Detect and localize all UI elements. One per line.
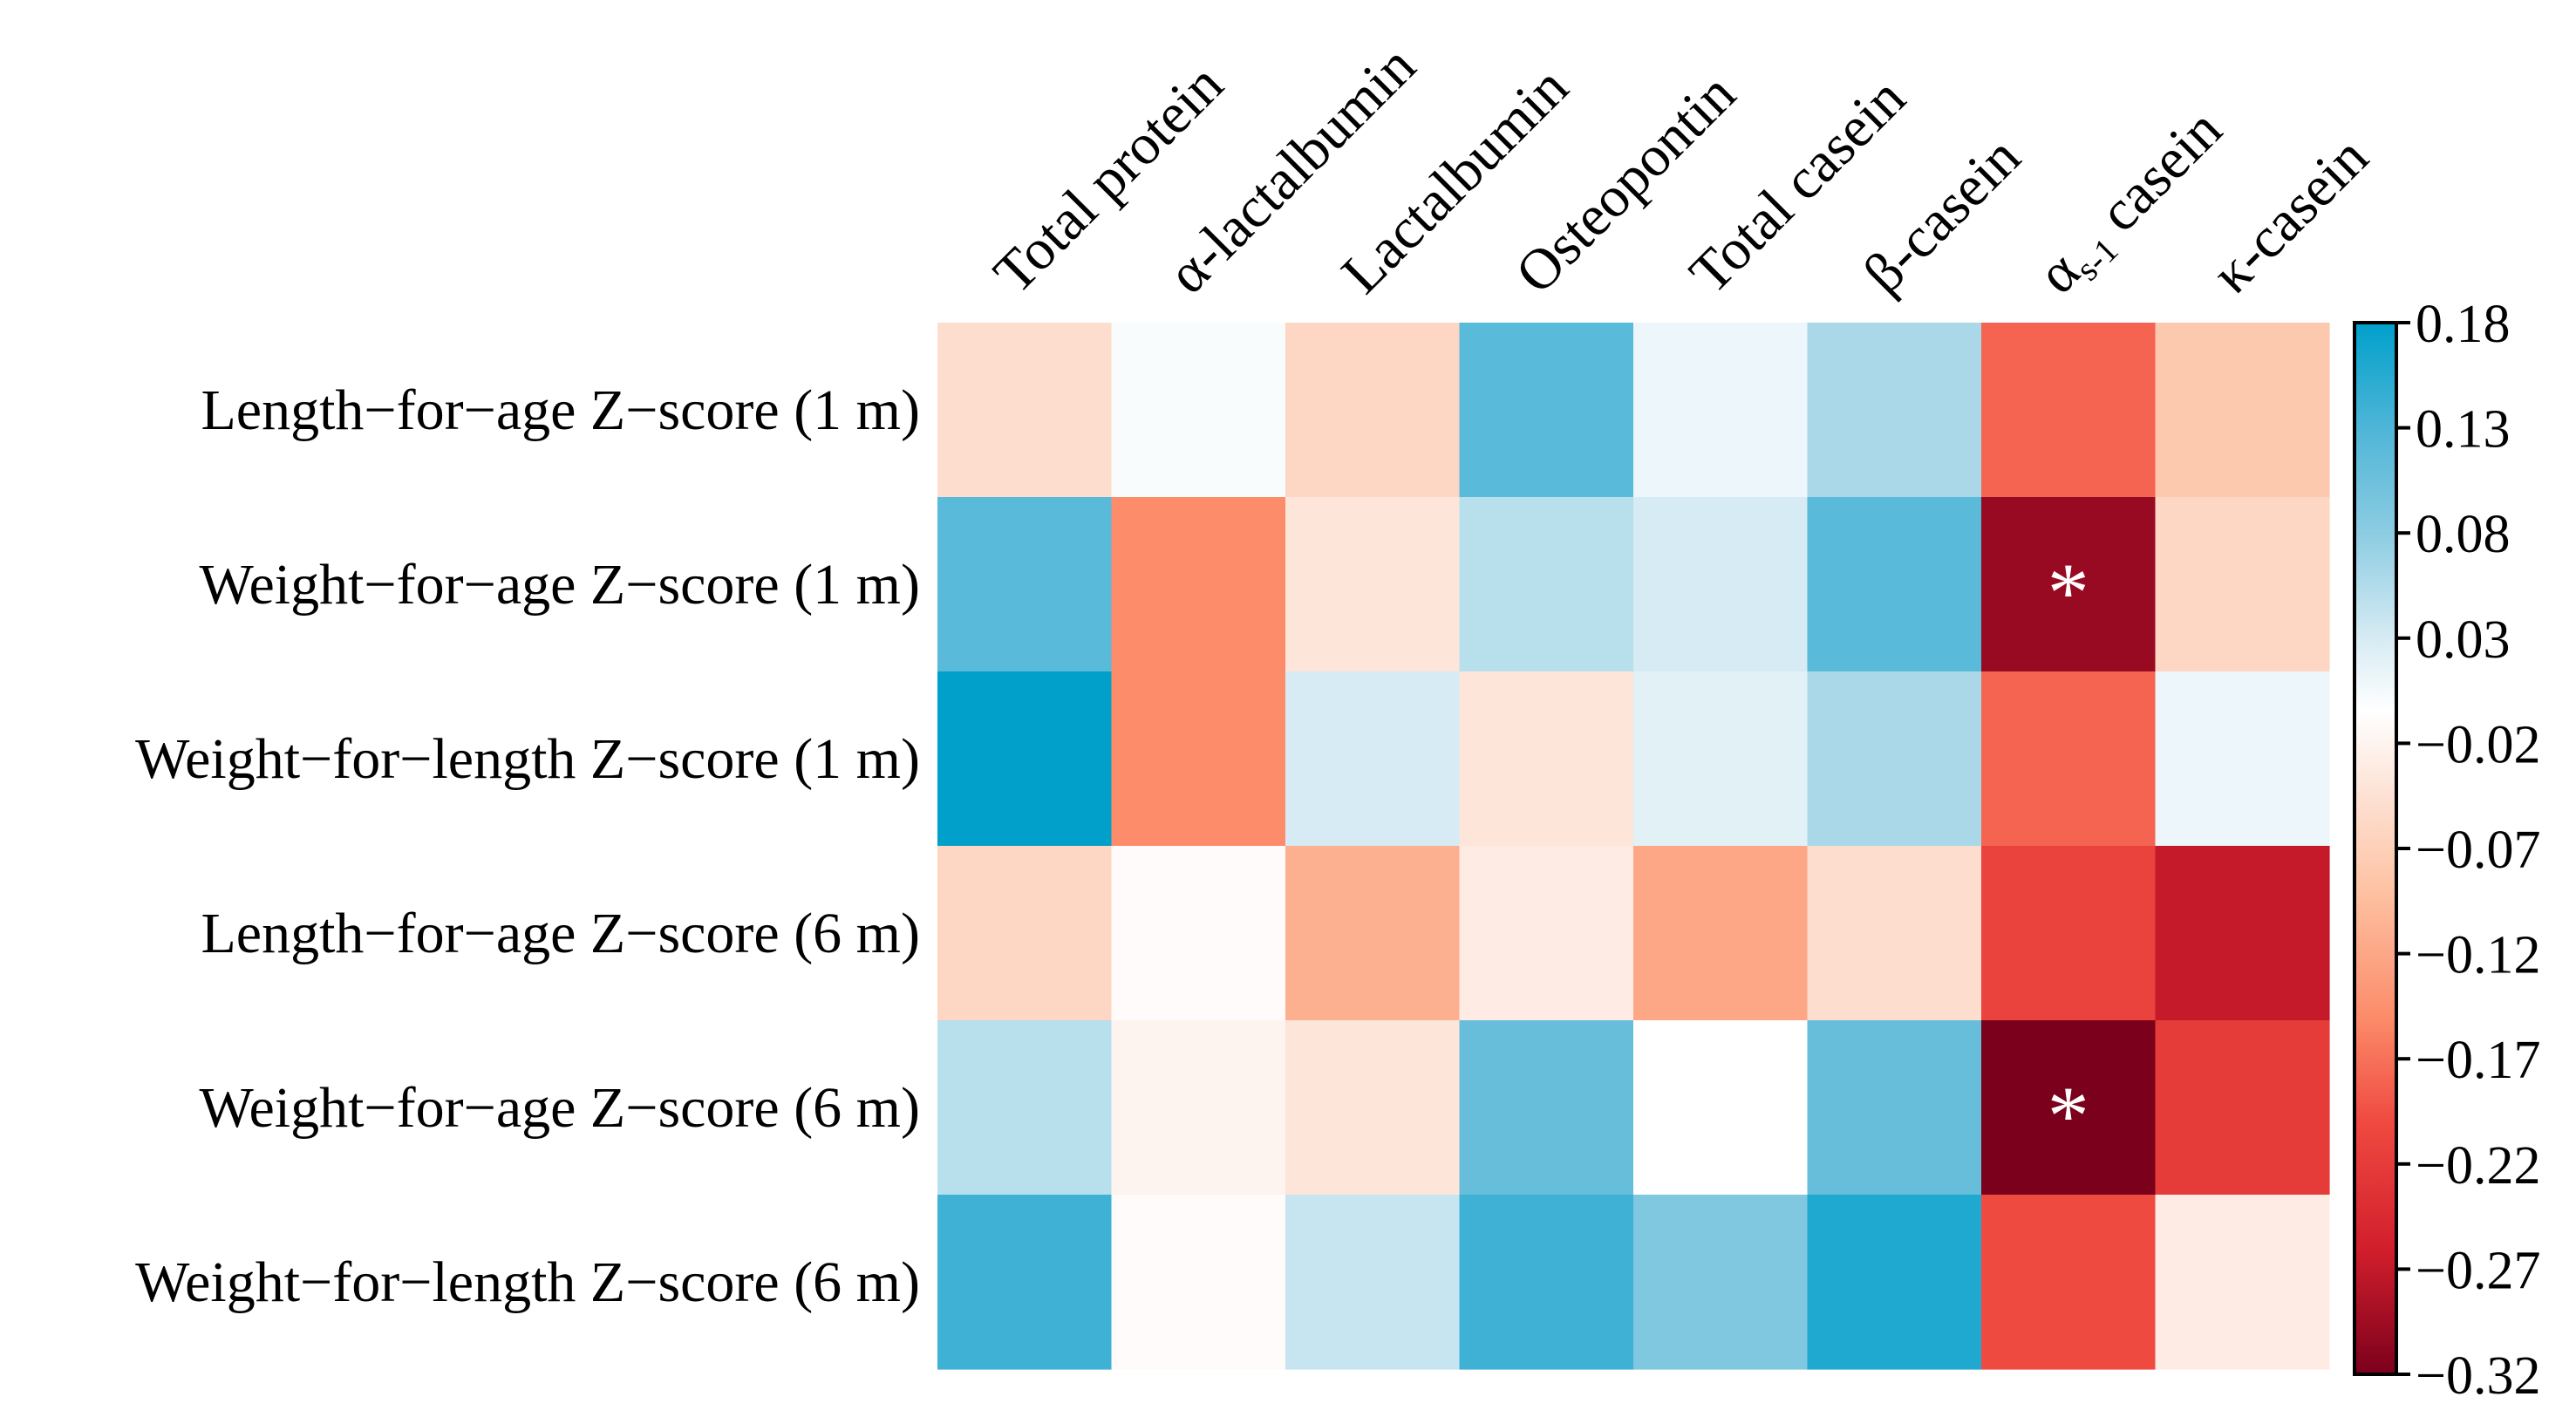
heatmap-cell [1633, 671, 1809, 847]
heatmap-cell [1633, 497, 1809, 672]
colorbar-tick-label: −0.27 [2416, 1241, 2540, 1300]
heatmap-cell [1285, 846, 1461, 1021]
row-label: Weight−for−length Z−score (6 m) [135, 1250, 920, 1314]
colorbar-tick-label: 0.18 [2416, 295, 2511, 354]
heatmap-cell [1285, 671, 1461, 847]
row-label: Length−for−age Z−score (6 m) [201, 902, 920, 965]
heatmap-cell [1807, 1195, 1982, 1370]
significance-asterisk: * [2048, 546, 2089, 639]
heatmap-cell [937, 1020, 1113, 1196]
heatmap-cells [937, 323, 2330, 1370]
heatmap-cell [1633, 323, 1809, 498]
heatmap-cell [1459, 1020, 1634, 1196]
colorbar: 0.18 0.13 0.08 0.03 −0.02 −0.07 −0.12 −0.17 −0.2… [2353, 295, 2540, 1406]
heatmap-cell [2155, 1020, 2330, 1196]
heatmap-cell [1111, 323, 1286, 498]
heatmap-cell [1111, 497, 1286, 672]
row-label: Weight−for−age Z−score (6 m) [199, 1076, 920, 1140]
colorbar-tick-label: 0.08 [2416, 505, 2511, 564]
colorbar-gradient [2353, 321, 2398, 1376]
row-label: Length−for−age Z−score (1 m) [201, 378, 920, 442]
heatmap-cell [1285, 323, 1461, 498]
significance-asterisk: * [2048, 1069, 2089, 1162]
colorbar-tick-label: −0.02 [2416, 715, 2540, 774]
heatmap-cell [2155, 846, 2330, 1021]
heatmap-cell [1807, 497, 1982, 672]
heatmap-cell [1981, 497, 2157, 672]
heatmap-cell [2155, 671, 2330, 847]
row-label: Weight−for−age Z−score (1 m) [199, 553, 920, 617]
heatmap-cell [1111, 1195, 1286, 1370]
heatmap-cell [1459, 1195, 1634, 1370]
heatmap-cell [1459, 497, 1634, 672]
heatmap-cell [1459, 323, 1634, 498]
colorbar-tick-label: −0.17 [2416, 1031, 2540, 1090]
heatmap-cell [1285, 497, 1461, 672]
heatmap-cell [1285, 1020, 1461, 1196]
heatmap-cell [2155, 497, 2330, 672]
row-label: Weight−for−length Z−score (1 m) [135, 727, 920, 791]
heatmap-cell [1459, 846, 1634, 1021]
heatmap-cell [1633, 1195, 1809, 1370]
heatmap-cell [1111, 846, 1286, 1021]
colorbar-tick-label: −0.22 [2416, 1136, 2540, 1196]
heatmap-cell [1981, 1195, 2157, 1370]
heatmap-cell [1807, 323, 1982, 498]
column-label: αs-1 casein [2026, 98, 2238, 310]
heatmap-cell [1285, 1195, 1461, 1370]
heatmap-cell [937, 846, 1113, 1021]
heatmap-cell [937, 1195, 1113, 1370]
colorbar-tick-label: 0.03 [2416, 610, 2511, 670]
colorbar-tick-label: −0.32 [2416, 1346, 2540, 1406]
column-labels: Total proteinα-lactalbuminLactalbuminOst… [982, 34, 2381, 310]
heatmap-cell [1111, 1020, 1286, 1196]
heatmap-cell [937, 497, 1113, 672]
heatmap-cell [1807, 846, 1982, 1021]
heatmap-cell [1111, 671, 1286, 847]
colorbar-tick-label: 0.13 [2416, 400, 2511, 460]
heatmap-cell [1807, 1020, 1982, 1196]
column-label: β-casein [1851, 125, 2033, 306]
colorbar-tick-label: −0.12 [2416, 926, 2540, 985]
heatmap-cell [1981, 323, 2157, 498]
column-label: κ-casein [2199, 125, 2380, 305]
heatmap-cell [1981, 1020, 2157, 1196]
row-labels: Length−for−age Z−score (1 m) Weight−for−a… [135, 378, 920, 1314]
heatmap-cell [1807, 671, 1982, 847]
heatmap-cell [1459, 671, 1634, 847]
heatmap-cell [1981, 846, 2157, 1021]
heatmap-cell [937, 323, 1113, 498]
heatmap-cell [2155, 323, 2330, 498]
heatmap-cell [1633, 846, 1809, 1021]
heatmap-cell [937, 671, 1113, 847]
heatmap-cell [2155, 1195, 2330, 1370]
colorbar-tick-label: −0.07 [2416, 821, 2540, 880]
heatmap-cell [1981, 671, 2157, 847]
significance-markers: ** [2048, 546, 2089, 1162]
heatmap-cell [1633, 1020, 1809, 1196]
